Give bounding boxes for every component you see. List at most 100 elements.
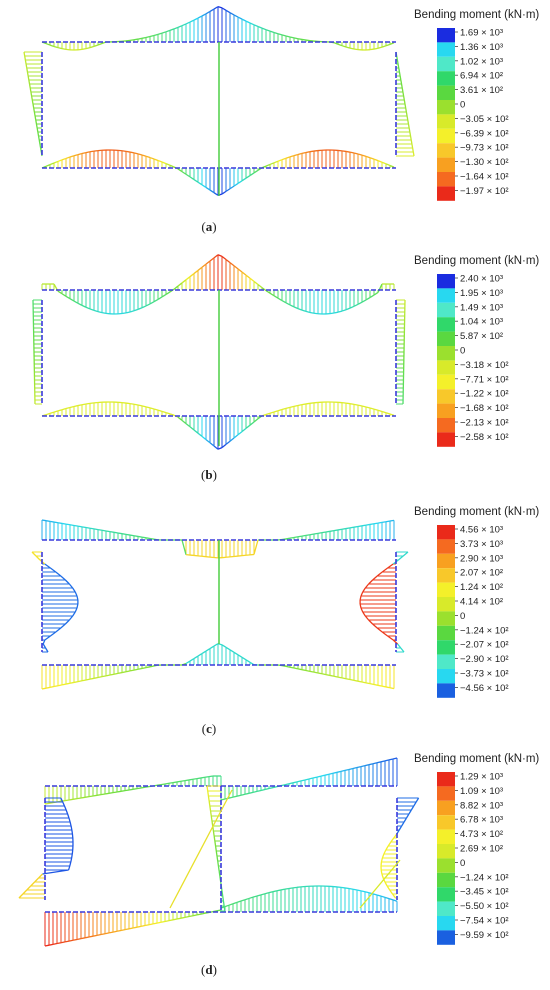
moment-outline-444 — [402, 91, 405, 97]
legend-label: 8.82 × 10³ — [460, 800, 503, 811]
moment-outline-576 — [149, 301, 155, 305]
moment-outline-600 — [245, 274, 251, 279]
legend-label: −1.24 × 10² — [460, 625, 509, 636]
moment-outline-1186 — [41, 687, 47, 690]
moment-outline-1441 — [124, 789, 130, 792]
moment-outline-1634 — [184, 915, 190, 919]
moment-outline-632 — [373, 291, 379, 296]
moment-outline-1730 — [388, 897, 394, 901]
moment-outline-93 — [57, 47, 63, 50]
moment-outline-783 — [269, 411, 275, 414]
moment-outline-287 — [125, 150, 131, 153]
moment-outline-1273 — [389, 687, 395, 690]
moment-outline-1616 — [112, 930, 118, 933]
moment-outline-1542 — [348, 767, 354, 771]
moment-outline-1262 — [345, 678, 351, 681]
moment-outline-267 — [45, 164, 51, 167]
legend-label: −9.73 × 10² — [460, 143, 509, 154]
moment-outline-1866 — [401, 821, 405, 827]
moment-outline-455 — [409, 135, 412, 141]
moment-outline-1459 — [196, 777, 202, 780]
moment-outline-163 — [337, 43, 343, 47]
moment-outline-453 — [408, 127, 411, 133]
moment-outline-580 — [165, 291, 171, 296]
moment-outline-1188 — [49, 685, 55, 688]
moment-outline-1772 — [71, 853, 73, 859]
moment-outline-1600 — [48, 943, 54, 946]
moment-outline-138 — [237, 16, 243, 20]
moment-outline-1373 — [392, 639, 399, 645]
moment-outline-165 — [345, 46, 351, 49]
moment-outline-582 — [173, 285, 179, 290]
moment-outline-782 — [265, 412, 271, 416]
moment-outline-1758 — [60, 797, 64, 803]
moment-outline-345 — [357, 153, 363, 156]
legend-label: 3.61 × 10² — [460, 85, 503, 96]
legend-label: 0 — [460, 346, 465, 357]
moment-outline-1519 — [256, 789, 262, 793]
caption-b: (b) — [201, 467, 217, 482]
legend-swatch — [437, 143, 455, 158]
moment-outline-131 — [209, 8, 215, 13]
moment-outline-1022 — [93, 528, 99, 531]
moment-outline-1539 — [336, 770, 342, 773]
moment-outline-1621 — [132, 926, 138, 929]
moment-outline-586 — [189, 273, 195, 278]
moment-outline-140 — [245, 20, 251, 24]
legend-label: 1.09 × 10³ — [460, 786, 503, 797]
moment-outline-1613 — [100, 933, 106, 936]
moment-outline-571 — [129, 310, 135, 313]
moment-outline-1543 — [352, 766, 358, 770]
moment-outline-1815 — [210, 815, 213, 822]
moment-outline-1442 — [128, 788, 134, 791]
moment-outline-142 — [253, 24, 259, 28]
moment-outline-1010 — [45, 520, 51, 523]
moment-outline-1355 — [381, 567, 388, 573]
moment-outline-398 — [35, 119, 38, 125]
moment-outline-127 — [193, 17, 199, 21]
moment-outline-1549 — [376, 761, 382, 764]
moment-outline-116 — [149, 34, 155, 38]
legend-swatch — [437, 916, 455, 931]
moment-outline-304 — [193, 178, 199, 183]
moment-outline-348 — [369, 157, 375, 160]
moment-outline-447 — [404, 103, 407, 109]
legend-swatch — [437, 611, 455, 626]
legend-swatch — [437, 42, 455, 57]
moment-outline-276 — [81, 151, 87, 155]
moment-outline-1074 — [301, 534, 307, 537]
moment-outline-812 — [385, 412, 391, 415]
moment-outline-135 — [225, 9, 231, 14]
moment-outline-1226 — [201, 650, 207, 655]
moment-outline-328 — [289, 154, 295, 158]
moment-outline-351 — [381, 161, 387, 165]
moment-outline-1308 — [68, 583, 74, 589]
moment-outline-173 — [377, 46, 383, 49]
moment-outline-1272 — [385, 686, 391, 689]
moment-outline-1304 — [50, 567, 57, 573]
moment-outline-1193 — [69, 681, 75, 684]
moment-outline-110 — [125, 39, 131, 42]
moment-outline-1763 — [68, 817, 71, 823]
moment-outline-1044 — [181, 539, 187, 555]
moment-outline-387 — [27, 75, 30, 81]
moment-outline-1445 — [140, 786, 146, 789]
moment-outline-1517 — [248, 791, 254, 794]
moment-outline-1605 — [68, 939, 74, 942]
moment-outline-330 — [297, 152, 303, 156]
moment-outline-756 — [161, 410, 167, 414]
diagram-c-right-wall — [359, 551, 409, 653]
moment-outline-1546 — [364, 764, 370, 767]
legend-swatch — [437, 302, 455, 318]
moment-outline-1699 — [264, 892, 270, 895]
moment-outline-149 — [281, 34, 287, 37]
moment-outline-1021 — [89, 527, 95, 530]
moment-outline-1513 — [232, 795, 238, 798]
moment-outline-1431 — [84, 796, 90, 798]
moment-outline-776 — [241, 427, 247, 433]
moment-outline-1192 — [65, 682, 71, 685]
moment-outline-1814 — [209, 810, 212, 817]
moment-outline-1271 — [381, 685, 387, 688]
moment-outline-1523 — [272, 786, 278, 789]
moment-outline-1026 — [109, 531, 115, 533]
